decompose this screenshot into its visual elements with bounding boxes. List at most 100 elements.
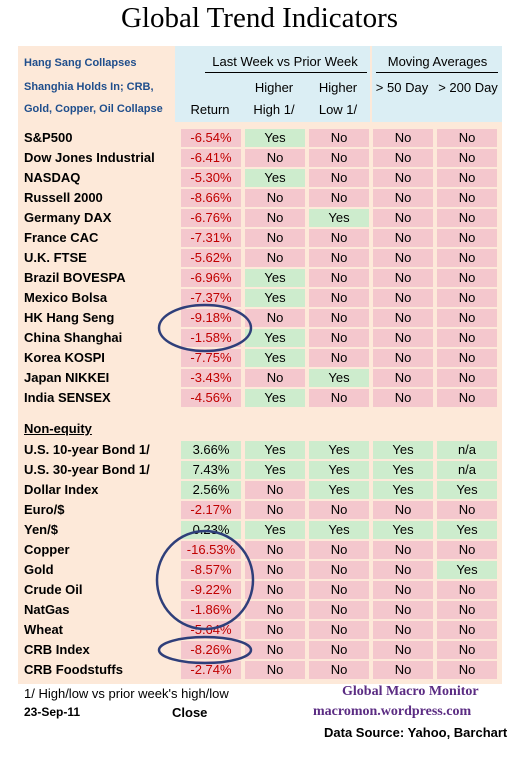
cell-d200: No xyxy=(437,621,497,639)
cell-hl: No xyxy=(309,389,369,407)
row-label: Dow Jones Industrial xyxy=(24,150,155,165)
cell-d200: No xyxy=(437,601,497,619)
cell-ret: -8.66% xyxy=(181,189,241,207)
row-label: Germany DAX xyxy=(24,210,112,225)
cell-d200: No xyxy=(437,329,497,347)
row-label: Gold xyxy=(24,562,54,577)
cell-hl: No xyxy=(309,309,369,327)
header-shade-moving xyxy=(372,46,502,122)
cell-hh: No xyxy=(245,541,305,559)
cell-d200: No xyxy=(437,249,497,267)
cell-d50: No xyxy=(373,249,433,267)
cell-ret: -6.54% xyxy=(181,129,241,147)
header-note-line-3: Gold, Copper, Oil Collapse xyxy=(24,103,163,115)
cell-d50: No xyxy=(373,129,433,147)
data-source: Data Source: Yahoo, Barchart xyxy=(324,725,508,740)
cell-ret: -6.96% xyxy=(181,269,241,287)
cell-d200: Yes xyxy=(437,521,497,539)
col-header-200-day: > 200 Day xyxy=(438,80,498,95)
header-note-line-2: Shanghia Holds In; CRB, xyxy=(24,81,154,93)
cell-ret: -7.31% xyxy=(181,229,241,247)
cell-ret: -9.22% xyxy=(181,581,241,599)
cell-hl: Yes xyxy=(309,481,369,499)
close-label: Close xyxy=(172,705,208,720)
cell-hl: No xyxy=(309,269,369,287)
row-label: CRB Foodstuffs xyxy=(24,662,123,677)
cell-hh: Yes xyxy=(245,349,305,367)
cell-hl: No xyxy=(309,229,369,247)
cell-d200: No xyxy=(437,149,497,167)
cell-d50: No xyxy=(373,209,433,227)
cell-hh: Yes xyxy=(245,461,305,479)
cell-hh: No xyxy=(245,229,305,247)
row-label: Crude Oil xyxy=(24,582,83,597)
cell-hh: No xyxy=(245,481,305,499)
cell-d200: No xyxy=(437,309,497,327)
cell-d200: No xyxy=(437,189,497,207)
cell-ret: -8.57% xyxy=(181,561,241,579)
cell-d50: No xyxy=(373,621,433,639)
row-label: France CAC xyxy=(24,230,99,245)
cell-ret: -9.18% xyxy=(181,309,241,327)
row-label: Russell 2000 xyxy=(24,190,103,205)
col-header-higher-high-1: Higher xyxy=(254,80,294,95)
cell-hh: No xyxy=(245,581,305,599)
cell-ret: 7.43% xyxy=(181,461,241,479)
row-label: China Shanghai xyxy=(24,330,123,345)
cell-ret: -7.75% xyxy=(181,349,241,367)
highlight-oval xyxy=(155,529,255,631)
cell-d200: No xyxy=(437,229,497,247)
cell-d50: No xyxy=(373,389,433,407)
row-label: U.S. 10-year Bond 1/ xyxy=(24,442,150,457)
cell-ret: -8.26% xyxy=(181,641,241,659)
row-label: Dollar Index xyxy=(24,482,99,497)
cell-hh: No xyxy=(245,209,305,227)
cell-ret: 3.66% xyxy=(181,441,241,459)
cell-d50: Yes xyxy=(373,441,433,459)
cell-hl: Yes xyxy=(309,369,369,387)
section-label-non-equity: Non-equity xyxy=(24,421,92,436)
group-header-last-week: Last Week vs Prior Week xyxy=(212,54,358,69)
cell-ret: 2.56% xyxy=(181,481,241,499)
cell-d50: Yes xyxy=(373,521,433,539)
cell-d200: No xyxy=(437,661,497,679)
row-label: U.S. 30-year Bond 1/ xyxy=(24,462,150,477)
cell-ret: -1.86% xyxy=(181,601,241,619)
cell-hh: No xyxy=(245,189,305,207)
cell-hl: No xyxy=(309,169,369,187)
highlight-oval xyxy=(157,303,253,353)
col-header-return: Return xyxy=(190,102,230,117)
cell-d50: Yes xyxy=(373,481,433,499)
cell-d50: No xyxy=(373,309,433,327)
cell-hh: Yes xyxy=(245,129,305,147)
row-label: U.K. FTSE xyxy=(24,250,87,265)
cell-d50: No xyxy=(373,289,433,307)
row-label: CRB Index xyxy=(24,642,90,657)
cell-ret: -4.56% xyxy=(181,389,241,407)
cell-hh: Yes xyxy=(245,389,305,407)
cell-hh: No xyxy=(245,561,305,579)
cell-d50: Yes xyxy=(373,461,433,479)
cell-hl: No xyxy=(309,581,369,599)
cell-ret: -1.58% xyxy=(181,329,241,347)
cell-d200: No xyxy=(437,269,497,287)
cell-hl: No xyxy=(309,129,369,147)
header-shade-last-week xyxy=(175,46,370,122)
cell-d50: No xyxy=(373,149,433,167)
cell-hl: No xyxy=(309,541,369,559)
credit-title: Global Macro Monitor xyxy=(342,684,479,699)
cell-d50: No xyxy=(373,189,433,207)
cell-hl: Yes xyxy=(309,441,369,459)
cell-d50: No xyxy=(373,269,433,287)
cell-d200: No xyxy=(437,349,497,367)
cell-hh: Yes xyxy=(245,441,305,459)
cell-d50: No xyxy=(373,329,433,347)
cell-hl: Yes xyxy=(309,461,369,479)
cell-hl: Yes xyxy=(309,521,369,539)
cell-hh: Yes xyxy=(245,289,305,307)
col-header-higher-low-1: Higher xyxy=(318,80,358,95)
row-label: Euro/$ xyxy=(24,502,65,517)
cell-hl: No xyxy=(309,329,369,347)
row-label: Yen/$ xyxy=(24,522,58,537)
